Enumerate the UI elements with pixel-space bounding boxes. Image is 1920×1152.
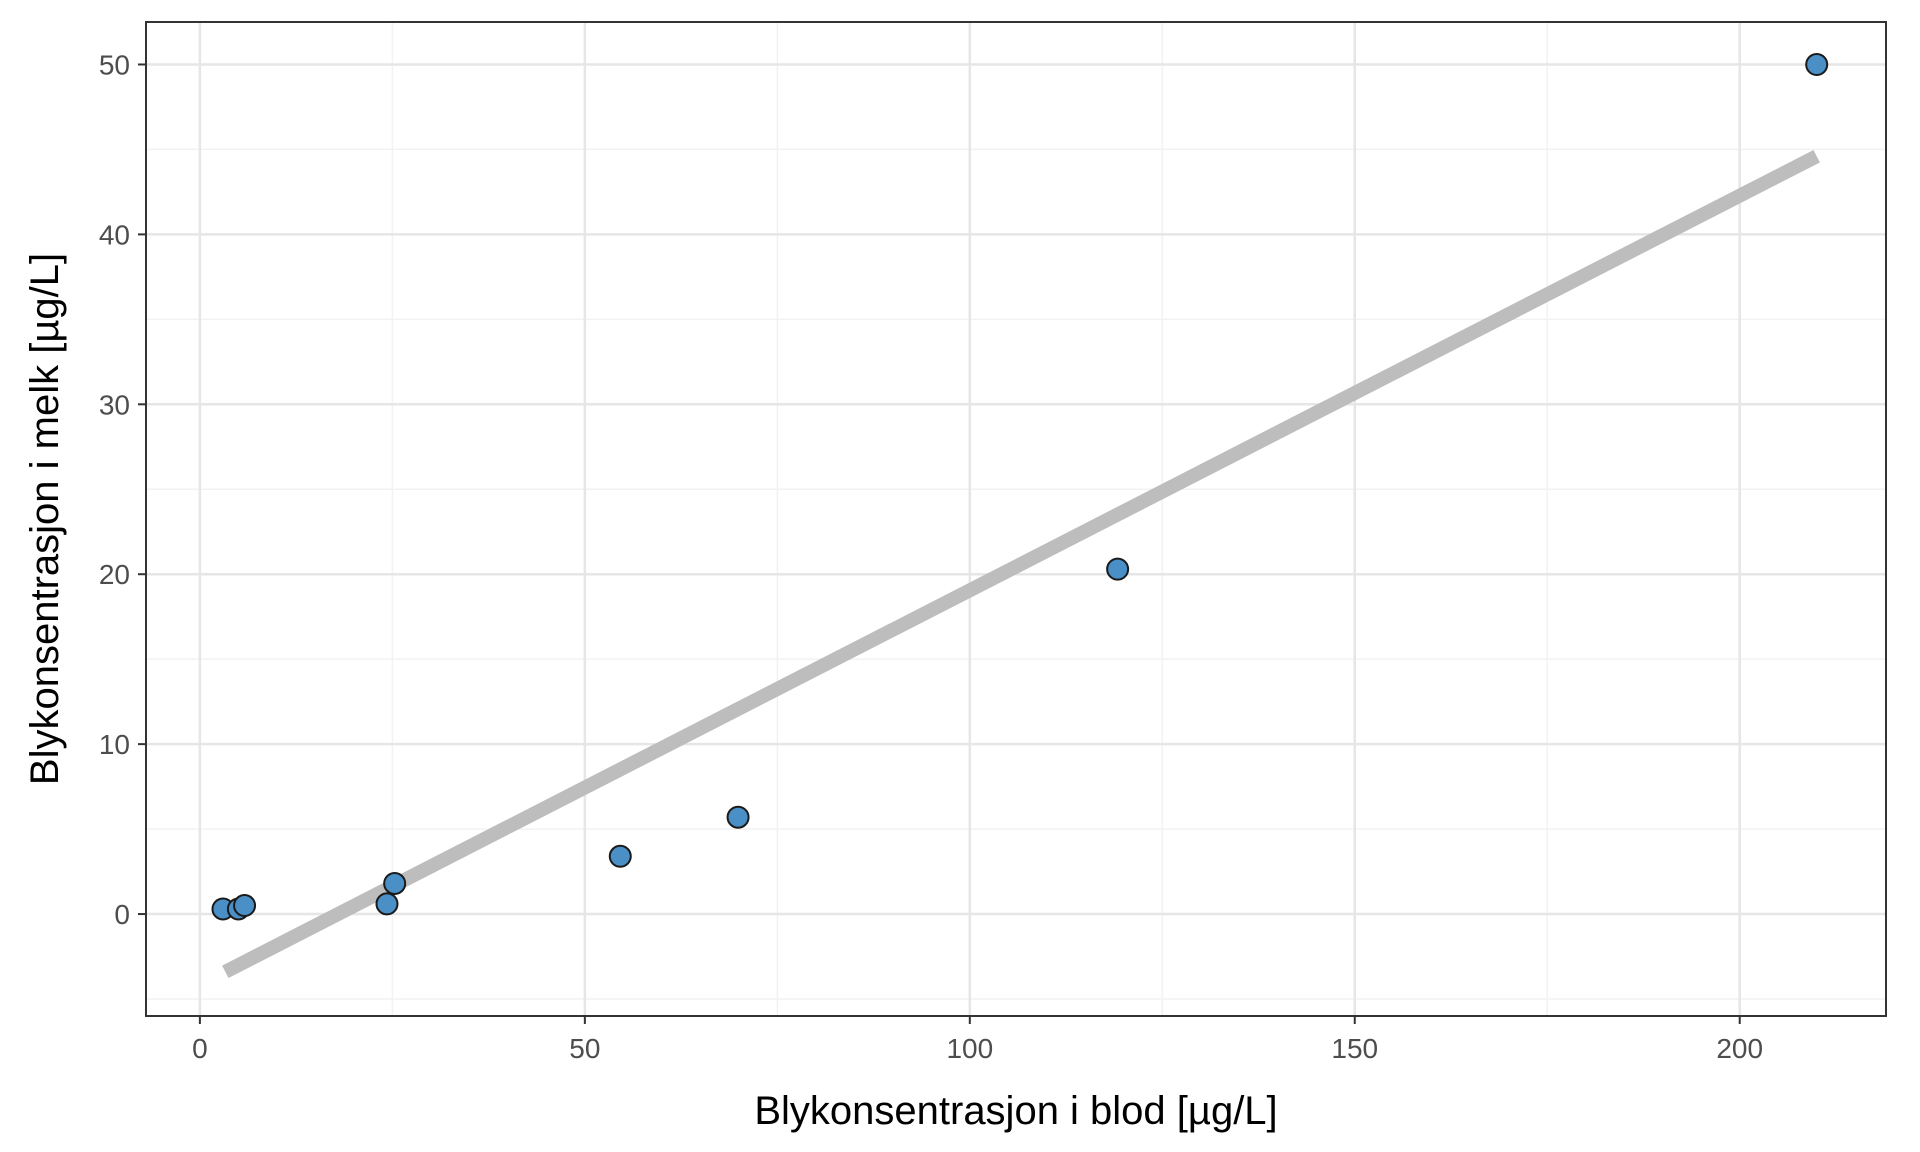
data-point <box>1106 557 1130 581</box>
fit-line <box>222 150 1820 979</box>
fit-line-layer <box>222 150 1820 979</box>
data-points <box>211 52 1829 921</box>
minor-gridlines <box>146 22 1886 1016</box>
data-point <box>383 871 407 895</box>
y-tick-label: 50 <box>99 49 130 80</box>
y-axis-title: Blykonsentrasjon i melk [µg/L] <box>23 253 67 785</box>
panel-border <box>145 21 1887 1017</box>
x-tick-label: 0 <box>192 1033 208 1064</box>
x-axis: 0 50 100 150 200 <box>192 1016 1763 1064</box>
data-point <box>608 844 632 868</box>
y-tick-label: 20 <box>99 559 130 590</box>
y-tick-label: 10 <box>99 729 130 760</box>
data-point <box>375 892 399 916</box>
data-point <box>726 805 750 829</box>
x-tick-label: 150 <box>1331 1033 1378 1064</box>
x-axis-title: Blykonsentrasjon i blod [µg/L] <box>754 1089 1277 1133</box>
x-tick-label: 200 <box>1716 1033 1763 1064</box>
y-tick-label: 30 <box>99 389 130 420</box>
data-point <box>1805 52 1829 76</box>
x-tick-label: 100 <box>946 1033 993 1064</box>
y-tick-label: 40 <box>99 219 130 250</box>
y-tick-label: 0 <box>114 899 130 930</box>
x-tick-label: 50 <box>569 1033 600 1064</box>
data-point <box>233 894 257 918</box>
y-axis: 0 10 20 30 40 50 <box>99 49 146 930</box>
